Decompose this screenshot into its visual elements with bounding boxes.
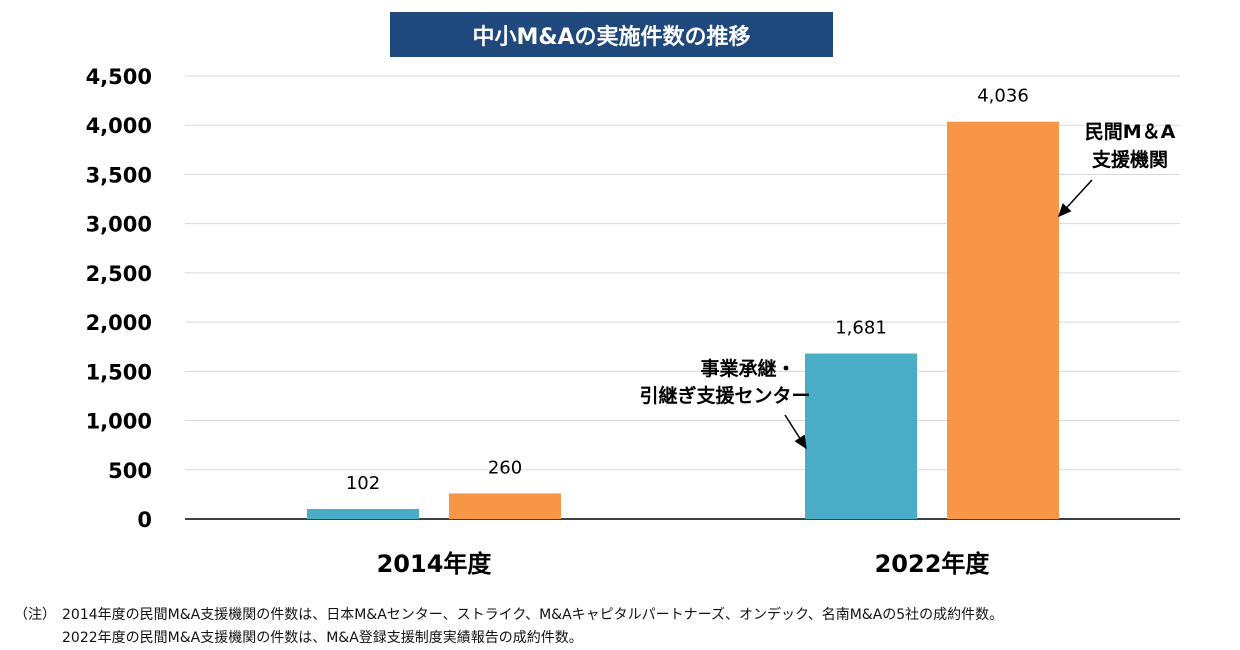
y-tick-label: 3,500 bbox=[86, 163, 152, 187]
annotation-text: 事業承継・ bbox=[700, 357, 795, 380]
note-line-1: 2014年度の民間M&A支援機関の件数は、日本M&Aセンター、ストライク、M&A… bbox=[62, 607, 1004, 623]
annotation-arrow bbox=[784, 414, 807, 450]
annotation-text: 支援機関 bbox=[1091, 148, 1168, 171]
y-tick-label: 500 bbox=[108, 459, 152, 483]
data-label: 102 bbox=[346, 473, 380, 494]
data-label: 4,036 bbox=[977, 86, 1029, 107]
y-tick-label: 4,500 bbox=[86, 65, 152, 89]
y-tick-label: 3,000 bbox=[86, 213, 152, 237]
y-tick-label: 2,500 bbox=[86, 262, 152, 286]
data-label: 1,681 bbox=[835, 318, 887, 339]
x-category-label: 2014年度 bbox=[377, 550, 493, 578]
y-tick-label: 0 bbox=[137, 508, 152, 532]
x-category-label: 2022年度 bbox=[875, 550, 991, 578]
note-prefix: （注） bbox=[14, 607, 56, 623]
annotation-text: 民間M＆A bbox=[1085, 121, 1176, 143]
note-line-2: 2022年度の民間M&A支援機関の件数は、M&A登録支援制度実績報告の成約件数。 bbox=[62, 630, 583, 646]
y-tick-label: 2,000 bbox=[86, 311, 152, 335]
y-tick-label: 1,000 bbox=[86, 410, 152, 434]
bar bbox=[947, 121, 1059, 519]
y-tick-label: 1,500 bbox=[86, 360, 152, 384]
y-tick-label: 4,000 bbox=[86, 114, 152, 138]
chart-title: 中小M&Aの実施件数の推移 bbox=[390, 12, 833, 57]
annotation-text: 引継ぎ支援センター bbox=[639, 384, 810, 407]
bar bbox=[307, 508, 419, 519]
bar bbox=[449, 493, 561, 519]
bar bbox=[805, 353, 917, 519]
annotation-arrow bbox=[1057, 179, 1093, 218]
data-label: 260 bbox=[488, 457, 522, 478]
